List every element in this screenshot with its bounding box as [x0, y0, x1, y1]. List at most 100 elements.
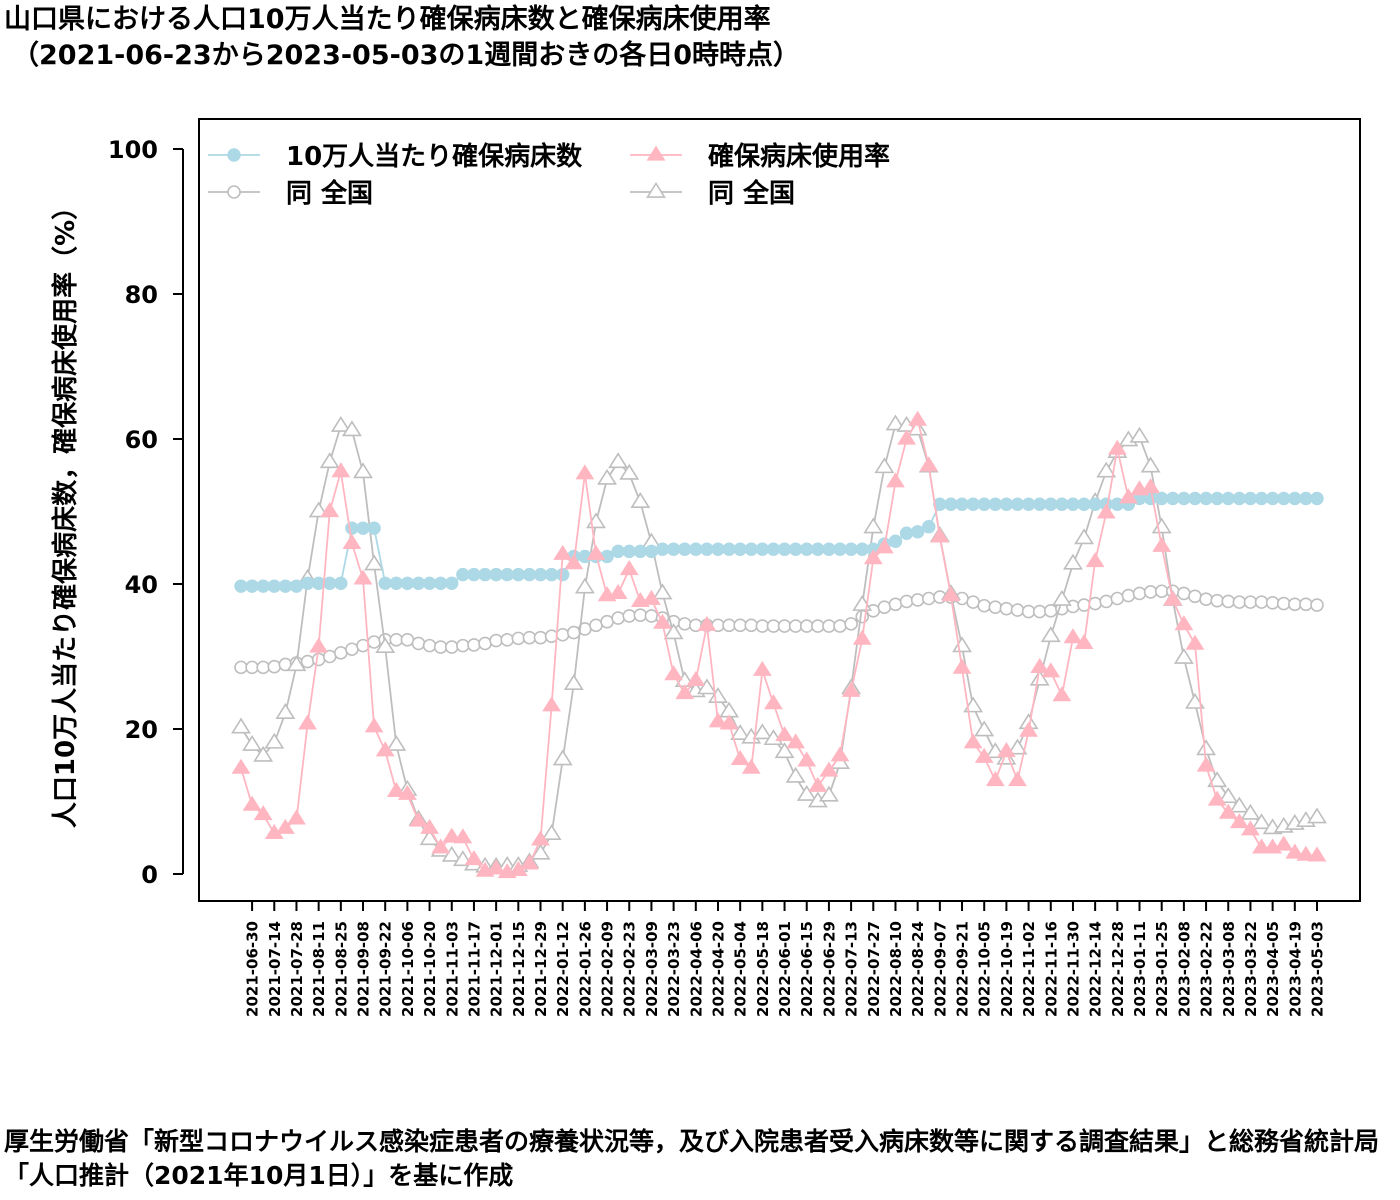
x-tick-label: 2022-04-20 — [709, 921, 727, 1017]
data-point — [819, 761, 839, 777]
x-tick-label: 2022-08-24 — [909, 921, 927, 1017]
x-tick-label: 2021-10-20 — [421, 921, 439, 1017]
x-tick-label: 2022-01-12 — [554, 921, 572, 1017]
series-2 — [231, 410, 1327, 879]
data-point — [1243, 595, 1258, 609]
data-point — [309, 637, 329, 653]
data-point — [697, 615, 717, 631]
x-tick-label: 2022-03-23 — [665, 921, 683, 1017]
data-point — [367, 635, 381, 649]
data-point — [334, 576, 348, 590]
data-point — [553, 544, 573, 560]
x-tick-label: 2021-07-28 — [288, 921, 306, 1017]
data-point — [330, 415, 351, 432]
data-point — [1277, 491, 1291, 506]
data-point — [1074, 528, 1094, 545]
chart-title-line1: 山口県における人口10万人当たり確保病床数と確保病床使用率 — [4, 4, 771, 35]
data-point — [619, 463, 640, 480]
data-point — [666, 542, 681, 556]
data-point — [1063, 553, 1083, 570]
data-point — [1163, 590, 1183, 606]
data-point — [1221, 491, 1235, 506]
data-point — [708, 687, 728, 704]
data-point — [775, 726, 794, 742]
data-point — [1177, 586, 1191, 601]
legend-entry: 同 全国 — [630, 178, 795, 209]
data-point — [664, 665, 684, 681]
data-point — [431, 838, 451, 854]
x-tick-label: 2021-12-29 — [532, 921, 550, 1017]
data-point — [1019, 721, 1038, 737]
data-point — [811, 619, 825, 633]
data-point — [1041, 662, 1061, 678]
data-point — [586, 544, 606, 560]
y-axis: 0 20 40 60 80 100 — [108, 136, 184, 889]
data-point — [899, 594, 914, 609]
data-point — [764, 694, 783, 710]
data-point — [1254, 491, 1269, 506]
data-point — [600, 614, 614, 629]
data-point — [1032, 604, 1047, 619]
data-point — [400, 633, 415, 647]
data-point — [696, 678, 717, 695]
data-point — [1174, 615, 1194, 631]
x-tick-label: 2022-12-28 — [1109, 921, 1127, 1017]
x-tick-label: 2023-03-08 — [1220, 921, 1238, 1017]
data-point — [766, 619, 781, 633]
data-point — [1173, 647, 1194, 664]
data-point — [467, 567, 481, 582]
data-point — [386, 781, 406, 797]
data-point — [375, 741, 395, 757]
x-tick-label: 2022-02-09 — [599, 921, 617, 1017]
data-point — [231, 758, 251, 774]
data-point — [298, 714, 317, 730]
data-point — [733, 618, 747, 633]
y-tick-label: 0 — [141, 861, 158, 889]
x-tick-label: 2022-08-10 — [887, 921, 905, 1017]
data-point — [797, 751, 817, 767]
data-point — [287, 809, 306, 825]
data-point — [722, 618, 736, 633]
data-point — [774, 742, 795, 759]
data-point — [1288, 597, 1302, 612]
data-point — [886, 472, 905, 488]
data-point — [1232, 595, 1247, 609]
data-point — [300, 654, 315, 669]
data-point — [888, 597, 903, 612]
data-point — [844, 542, 858, 556]
data-point — [453, 828, 473, 844]
legend-label: 10万人当たり確保病床数 — [286, 141, 583, 172]
data-point — [1177, 491, 1191, 506]
data-point — [677, 617, 692, 631]
data-point — [400, 576, 415, 590]
x-tick-label: 2022-02-23 — [621, 921, 639, 1017]
data-point — [966, 595, 980, 609]
data-point — [1032, 497, 1047, 511]
data-point — [1185, 634, 1205, 650]
data-point — [833, 542, 847, 556]
data-point — [708, 712, 728, 728]
data-point — [1010, 603, 1025, 617]
data-point — [589, 618, 603, 633]
data-point — [655, 542, 670, 556]
data-point — [1274, 835, 1294, 851]
data-point — [1251, 813, 1272, 830]
x-tick-label: 2022-12-14 — [1087, 921, 1105, 1017]
x-tick-label: 2023-03-22 — [1242, 921, 1260, 1017]
data-point — [1241, 820, 1260, 836]
data-point — [242, 795, 262, 811]
x-tick-label: 2022-05-18 — [754, 921, 772, 1017]
data-point — [533, 630, 548, 645]
data-point — [555, 567, 570, 582]
data-point — [741, 758, 761, 774]
data-point — [242, 734, 263, 751]
data-point — [444, 640, 459, 654]
data-point — [722, 542, 736, 556]
data-point — [830, 746, 850, 762]
data-point — [653, 613, 672, 629]
data-point — [544, 567, 559, 582]
legend-entry: 同 全国 — [208, 178, 373, 209]
data-point — [952, 636, 972, 653]
x-tick-label: 2022-11-16 — [1042, 921, 1060, 1017]
data-point — [353, 569, 373, 585]
